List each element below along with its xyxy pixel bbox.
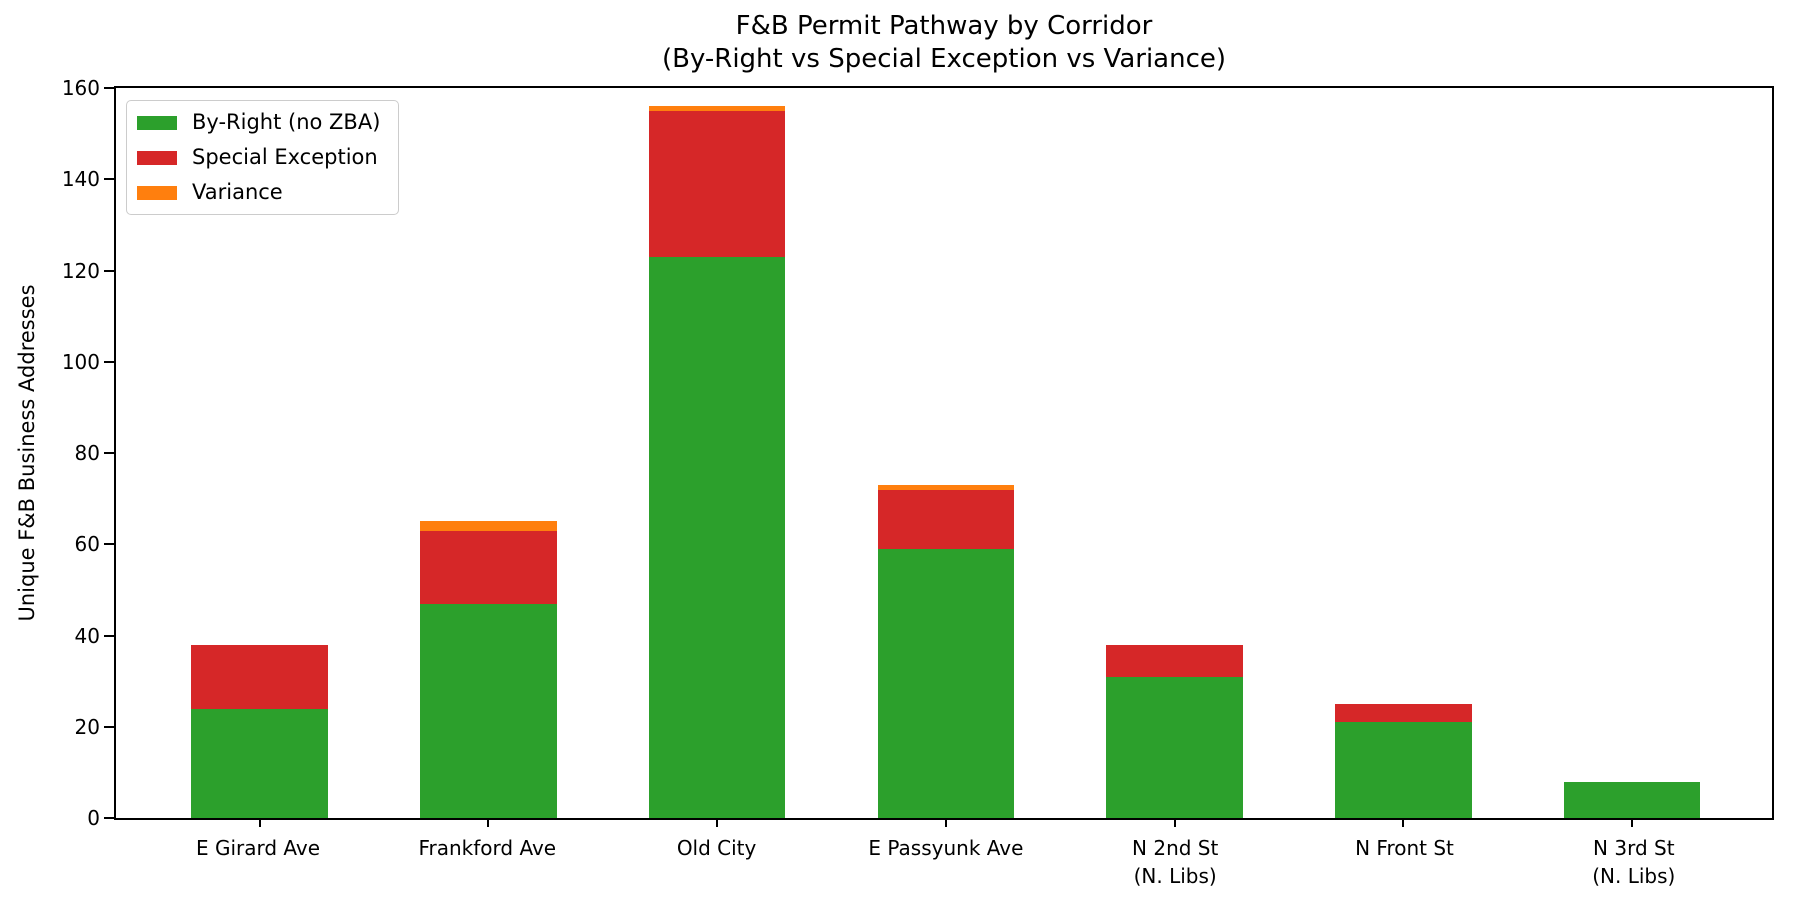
bar-group-e-girard-ave	[191, 88, 328, 818]
bar-segment-special-exception	[420, 530, 557, 604]
bar-group-old-city	[648, 88, 786, 818]
bar-segment-variance	[648, 106, 786, 111]
x-tick-mark-n-3rd-st	[1631, 818, 1634, 827]
y-tick-label-40: 40	[74, 623, 100, 648]
bar-segment-by-right-no-zba	[1335, 722, 1472, 818]
x-tick-label-frankford-ave: Frankford Ave	[418, 836, 557, 860]
x-tick-label-n-front-st: N Front St	[1355, 836, 1454, 860]
legend-swatch-special-exception	[137, 150, 177, 165]
bar-group-e-passyunk-ave	[877, 88, 1015, 818]
x-tick-mark-e-girard-ave	[258, 818, 261, 827]
x-tick-mark-frankford-ave	[487, 818, 490, 827]
bar-segment-variance	[877, 484, 1015, 490]
bar-segment-by-right-no-zba	[877, 548, 1015, 818]
y-tick-mark-140	[104, 178, 114, 181]
x-tick-mark-n-front-st	[1402, 818, 1405, 827]
y-tick-mark-40	[104, 634, 114, 637]
y-tick-label-0: 0	[87, 806, 100, 830]
y-tick-mark-0	[104, 817, 114, 819]
x-tick-mark-n-2nd-st	[1173, 818, 1176, 827]
bar-segment-special-exception	[1335, 703, 1472, 723]
legend-item-special-exception: Special Exception	[137, 146, 380, 169]
legend-label-special-exception: Special Exception	[192, 145, 378, 169]
y-tick-label-60: 60	[74, 532, 100, 557]
y-tick-label-120: 120	[61, 258, 100, 283]
bar-segment-by-right-no-zba	[648, 256, 786, 818]
y-axis-label: Unique F&B Business Addresses	[15, 284, 39, 622]
y-tick-label-100: 100	[61, 349, 100, 374]
x-tick-label-e-girard-ave: E Girard Ave	[195, 836, 321, 860]
y-tick-mark-20	[104, 725, 114, 728]
legend-label-by-right-no-zba: By-Right (no ZBA)	[192, 110, 381, 134]
x-tick-label-old-city: Old City	[676, 836, 757, 860]
bar-segment-special-exception	[1106, 644, 1243, 677]
y-tick-mark-60	[104, 543, 114, 546]
y-tick-mark-120	[104, 269, 114, 272]
title-block: F&B Permit Pathway by Corridor (By-Right…	[114, 10, 1774, 76]
x-tick-label-n-2nd-st: N 2nd St (N. Libs)	[1132, 836, 1219, 888]
bar-group-frankford-ave	[420, 88, 557, 818]
y-tick-label-20: 20	[74, 714, 100, 739]
chart-title: F&B Permit Pathway by Corridor	[735, 11, 1153, 41]
legend-item-variance: Variance	[137, 181, 380, 204]
y-tick-label-160: 160	[61, 76, 100, 100]
bar-group-n-2nd-st	[1106, 88, 1243, 818]
x-tick-mark-old-city	[716, 818, 719, 827]
chart-subtitle: (By-Right vs Special Exception vs Varian…	[661, 44, 1227, 74]
bar-segment-special-exception	[648, 110, 786, 257]
legend: By-Right (no ZBA) Special Exception Varian…	[126, 100, 400, 215]
x-tick-label-n-3rd-st: N 3rd St (N. Libs)	[1592, 836, 1676, 888]
plot-area: 0 20 40 60 80 100 120 140 160 By-Right (no ZBA) S…	[62, 76, 1774, 830]
y-tick-label-80: 80	[74, 441, 100, 465]
legend-swatch-variance	[137, 185, 177, 200]
bar-group-n-front-st	[1335, 88, 1472, 818]
bar-segment-variance	[420, 521, 557, 531]
y-tick-mark-80	[104, 452, 114, 454]
legend-swatch-by-right-no-zba	[137, 115, 177, 130]
bar-segment-special-exception	[877, 489, 1015, 549]
y-tick-mark-100	[104, 360, 114, 363]
bar-segment-by-right-no-zba	[1106, 676, 1243, 818]
y-tick-label-140: 140	[61, 167, 100, 192]
legend-label-variance: Variance	[192, 180, 283, 204]
bar-segment-by-right-no-zba	[191, 708, 328, 818]
x-tick-mark-e-passyunk-ave	[944, 818, 947, 827]
bar-segment-special-exception	[191, 644, 328, 709]
x-axis-labels: E Girard Ave Frankford Ave Old City E Passy…	[0, 834, 1800, 894]
bar-segment-by-right-no-zba	[1563, 781, 1701, 818]
y-tick-mark-160	[104, 87, 114, 89]
bar-group-n-3rd-st	[1563, 88, 1701, 818]
legend-item-by-right-no-zba: By-Right (no ZBA)	[137, 111, 380, 134]
bar-segment-by-right-no-zba	[420, 603, 557, 818]
x-tick-label-e-passyunk-ave: E Passyunk Ave	[868, 836, 1024, 860]
